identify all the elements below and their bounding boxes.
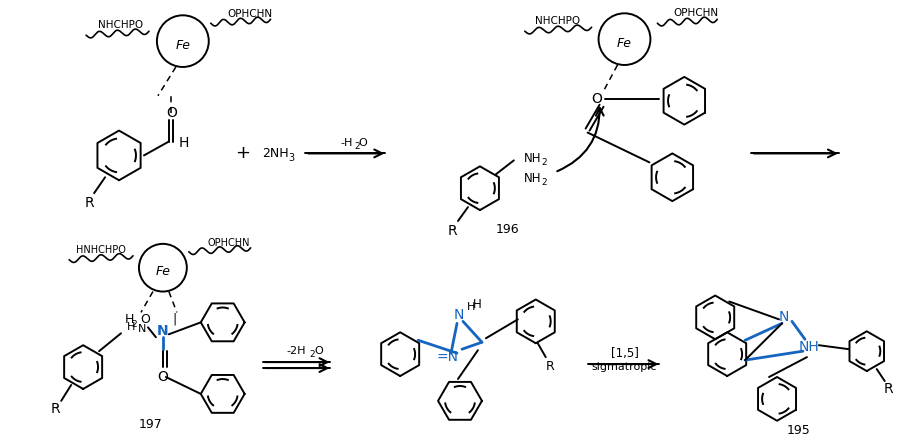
Text: HNHCHPO: HNHCHPO (76, 245, 126, 255)
Text: +: + (235, 144, 250, 162)
Text: O: O (358, 138, 367, 149)
Text: 2NH: 2NH (263, 147, 289, 160)
Text: OPHCHN: OPHCHN (208, 238, 250, 248)
Text: |: | (173, 313, 177, 326)
Text: R: R (884, 382, 894, 396)
Text: NH: NH (523, 172, 542, 185)
Text: Fe: Fe (617, 37, 632, 50)
Text: R: R (50, 402, 60, 416)
Text: 196: 196 (496, 224, 520, 236)
Text: 3: 3 (288, 153, 295, 164)
Text: 195: 195 (787, 424, 811, 437)
Text: 2: 2 (309, 350, 316, 359)
Text: R: R (447, 224, 457, 238)
Text: NH: NH (799, 340, 819, 354)
Text: R: R (84, 196, 94, 210)
Text: O: O (314, 346, 323, 356)
Text: H: H (124, 313, 134, 326)
Text: 2: 2 (541, 178, 546, 187)
Text: N: N (779, 310, 790, 325)
Text: O: O (157, 370, 168, 384)
Text: Fe: Fe (176, 39, 190, 52)
Text: NHCHPO: NHCHPO (535, 16, 580, 26)
Text: 197: 197 (139, 418, 163, 431)
Text: -2H: -2H (286, 346, 307, 356)
Text: O: O (167, 106, 178, 120)
Text: 2: 2 (131, 320, 137, 329)
Text: 2: 2 (354, 142, 361, 151)
Text: sigmatropic: sigmatropic (592, 362, 657, 372)
Text: OPHCHN: OPHCHN (673, 8, 719, 19)
Text: N: N (454, 308, 464, 322)
Text: [1,5]: [1,5] (610, 347, 639, 360)
Text: NHCHPO: NHCHPO (99, 20, 144, 30)
Text: R: R (545, 359, 554, 373)
Text: =N: =N (436, 350, 458, 364)
Text: O: O (140, 313, 150, 326)
Text: NH: NH (523, 152, 542, 165)
Text: Fe: Fe (156, 265, 170, 278)
Text: H: H (127, 322, 135, 333)
Text: N: N (157, 324, 168, 338)
Text: H: H (178, 136, 189, 150)
Text: O: O (591, 92, 602, 106)
Text: N: N (138, 324, 146, 334)
Text: H: H (467, 303, 475, 313)
Text: -H: -H (340, 138, 352, 149)
Text: H: H (472, 298, 481, 311)
Text: 2: 2 (541, 158, 546, 167)
Text: OPHCHN: OPHCHN (227, 9, 272, 19)
